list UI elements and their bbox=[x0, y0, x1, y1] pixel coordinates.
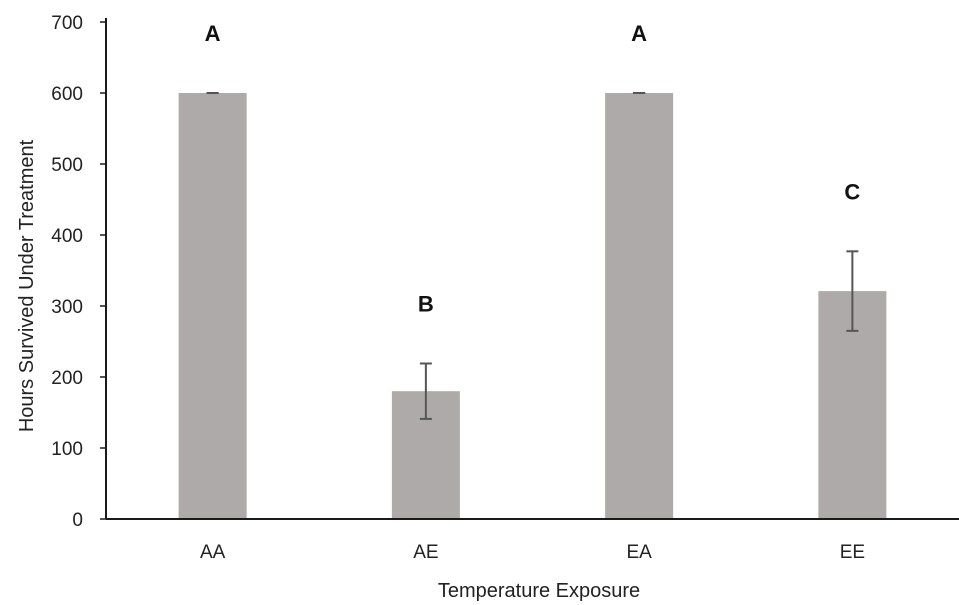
y-axis-title: Hours Survived Under Treatment bbox=[16, 139, 38, 432]
y-tick-label: 0 bbox=[72, 510, 83, 531]
bar-ea bbox=[605, 93, 674, 519]
x-tick-label-ae: AE bbox=[413, 542, 438, 563]
significance-letter-ea: A bbox=[631, 21, 647, 46]
y-tick-label: 600 bbox=[51, 84, 83, 105]
error-bars-layer bbox=[206, 92, 859, 420]
x-tick-label-ea: EA bbox=[626, 542, 652, 563]
significance-letters-layer: A B A C bbox=[205, 21, 861, 317]
axes-layer bbox=[100, 18, 959, 520]
error-bar-ee bbox=[846, 250, 859, 332]
y-tick-label: 500 bbox=[51, 155, 83, 176]
y-tick-label: 300 bbox=[51, 297, 83, 318]
y-tick-label: 200 bbox=[51, 368, 83, 389]
y-tick-label: 400 bbox=[51, 226, 83, 247]
bar-aa bbox=[178, 93, 247, 519]
error-bar-ae bbox=[419, 362, 432, 420]
y-tick-label: 700 bbox=[51, 13, 83, 34]
significance-letter-aa: A bbox=[205, 21, 221, 46]
x-tick-label-ee: EE bbox=[840, 542, 865, 563]
x-tick-label-aa: AA bbox=[200, 542, 226, 563]
significance-letter-ee: C bbox=[844, 179, 860, 204]
y-tick-label: 100 bbox=[51, 439, 83, 460]
x-axis-title: Temperature Exposure bbox=[438, 580, 640, 602]
significance-letter-ae: B bbox=[418, 292, 434, 317]
bars-layer bbox=[178, 93, 887, 519]
